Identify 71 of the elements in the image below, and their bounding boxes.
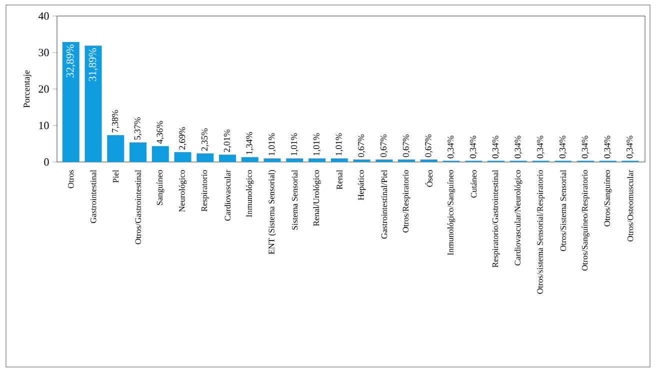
x-tick-label: Inmunológico/Sanguíneo — [447, 170, 456, 256]
data-label: 0,34% — [582, 136, 590, 158]
x-tick-label: Renal — [336, 170, 342, 190]
data-label: 0,67% — [380, 134, 388, 158]
x-tick-label: Sistema Sensorial — [292, 170, 298, 230]
data-label: 0,34% — [448, 136, 455, 158]
x-tick-label: Otros/Respiratorio — [402, 170, 410, 232]
data-label: 2,01% — [224, 130, 232, 152]
data-label: 2,35% — [201, 128, 209, 151]
x-tick-label: Otros — [68, 170, 74, 188]
data-label: 32,89% — [66, 44, 76, 78]
y-tick-label: 20 — [38, 85, 49, 93]
data-label: 0,34% — [470, 136, 478, 158]
x-tick-label: Otros/Sanguíneo/Respiratorio — [582, 170, 590, 271]
x-tick-label: Hepático — [358, 170, 366, 200]
bar — [130, 142, 146, 162]
data-label: 0,67% — [425, 134, 433, 158]
bar — [107, 135, 124, 162]
data-label: 31,89% — [88, 48, 98, 82]
bar — [62, 42, 80, 162]
x-tick-label: Otros/sistema Sensorial/Respiratorio — [536, 170, 545, 294]
x-tick-label: Piel — [112, 170, 119, 183]
y-tick-label: 0 — [44, 158, 49, 166]
data-label: 0,34% — [514, 136, 522, 158]
x-tick-label: Óseo — [425, 170, 433, 187]
bar — [286, 158, 304, 162]
x-tick-label: Cardiovascular/Neurológico — [514, 170, 522, 266]
bar — [196, 153, 214, 162]
x-tick-label: Gastrointestinal — [90, 170, 96, 224]
x-tick-label: Otros/Sistema Sensorial — [560, 170, 566, 252]
x-tick-label: Otros/Osteomuscular — [627, 170, 634, 242]
data-label: 1,01% — [336, 133, 344, 156]
bar — [219, 154, 236, 162]
y-tick-label: 10 — [39, 122, 49, 130]
data-label: 1,01% — [268, 133, 276, 156]
data-label: 7,38% — [112, 110, 120, 132]
data-label: 0,34% — [559, 136, 567, 158]
x-tick-label: Inmunológico — [246, 170, 254, 217]
x-tick-label: Neurológico — [178, 170, 187, 212]
bar — [308, 158, 326, 162]
x-tick-label: Otros/Sanguíneo — [604, 170, 612, 226]
x-tick-label: Renal/Urológico — [313, 170, 321, 226]
bar — [174, 152, 192, 162]
data-label: 1,01% — [290, 133, 298, 156]
data-label: 0,67% — [402, 134, 410, 158]
data-label: 4,36% — [156, 121, 164, 144]
data-label: 0,67% — [358, 134, 366, 158]
data-label: 1,01% — [313, 133, 321, 156]
bar — [330, 158, 348, 162]
y-tick-label: 30 — [38, 48, 49, 56]
data-label: 5,37% — [134, 117, 142, 140]
x-tick-label: Respiratorio/Gastrointestinal — [492, 170, 500, 268]
y-axis-title: Porcentaje — [24, 70, 32, 108]
x-tick-label: ENT (Sistema Sensorial) — [268, 170, 276, 254]
data-label: 1,34% — [246, 132, 254, 154]
bar — [241, 157, 258, 162]
data-label: 0,34% — [492, 136, 500, 158]
bar — [84, 46, 102, 162]
y-tick-label: 40 — [38, 12, 49, 20]
x-tick-label: Otros/Gastrointestinal — [135, 170, 141, 244]
bar — [152, 146, 169, 162]
bar — [264, 158, 281, 162]
data-label: 0,34% — [537, 136, 544, 158]
data-label: 0,34% — [626, 136, 634, 158]
x-tick-label: Gastrointestinal/Piel — [381, 170, 388, 239]
data-label: 2,69% — [179, 127, 186, 150]
x-tick-label: Cardiovascular — [224, 170, 230, 221]
x-tick-label: Cutáneo — [470, 170, 477, 198]
x-tick-label: Respiratorio — [201, 170, 209, 212]
data-label: 0,34% — [604, 136, 612, 158]
x-tick-label: Sanguíneo — [156, 170, 164, 205]
